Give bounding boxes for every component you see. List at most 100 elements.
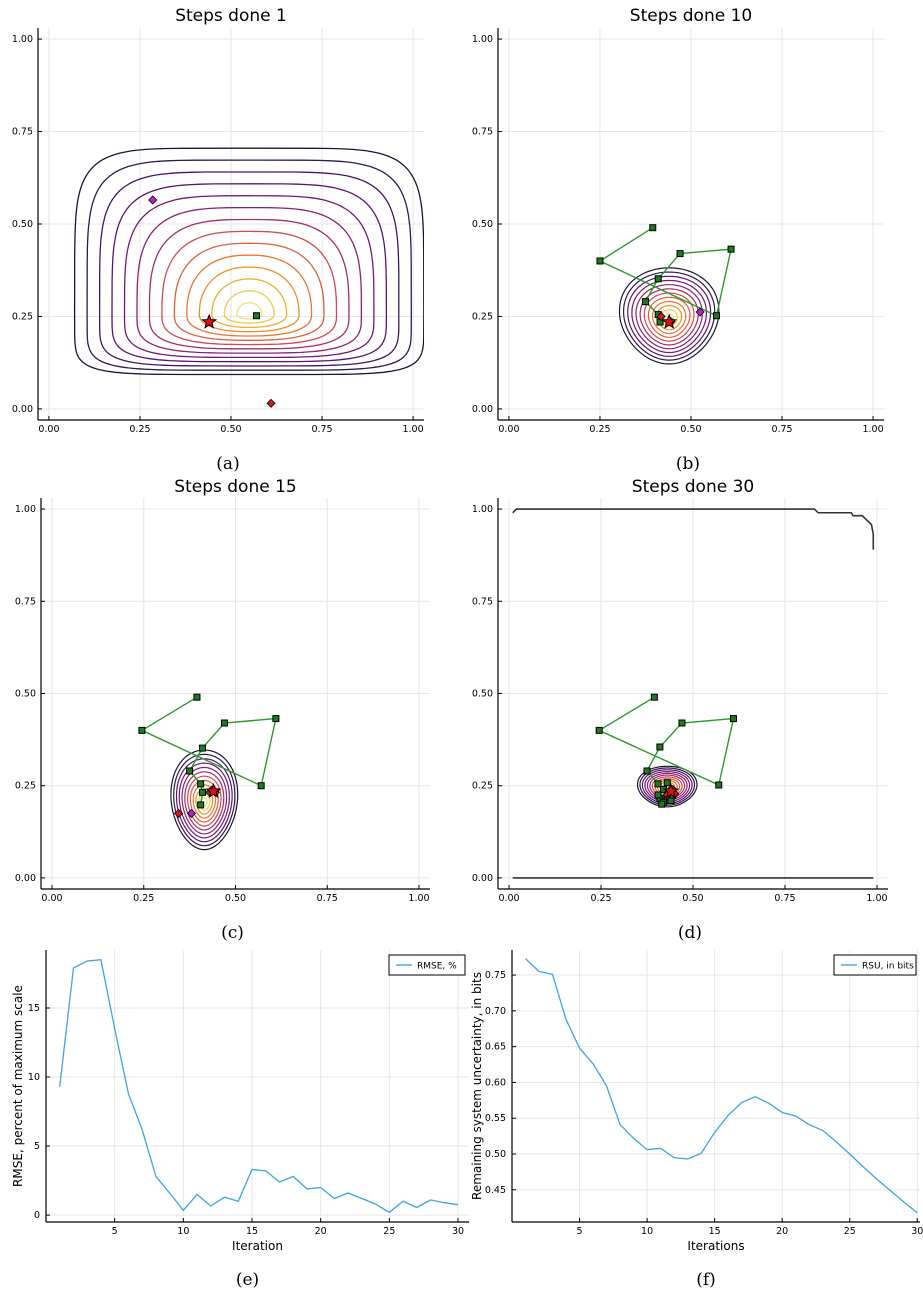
sample-marker xyxy=(650,693,658,701)
contour-line xyxy=(631,279,708,354)
x-tick-label: 1.00 xyxy=(402,424,423,435)
y-tick-label: 0.00 xyxy=(12,404,33,415)
x-tick-label: 5 xyxy=(112,1226,118,1237)
red-diamond-marker xyxy=(656,311,666,322)
sample-marker xyxy=(715,781,723,789)
sample-marker xyxy=(641,298,649,306)
contour-line xyxy=(189,779,219,823)
contour-line xyxy=(651,300,687,335)
sample-path xyxy=(140,696,277,805)
x-axis-label: Iteration xyxy=(232,1239,283,1253)
magenta-diamond-marker xyxy=(186,808,197,818)
y-tick-label: 0.50 xyxy=(12,219,33,230)
contour-line xyxy=(184,771,225,831)
contour-line xyxy=(223,290,275,324)
y-tick-label: 5 xyxy=(34,1141,40,1152)
panel-title: Steps done 10 xyxy=(630,6,752,26)
y-tick-label: 0.50 xyxy=(472,689,493,700)
x-tick-label: 10 xyxy=(177,1226,189,1237)
contour-line xyxy=(173,242,325,341)
contour-line xyxy=(123,195,375,359)
sample-marker xyxy=(712,312,720,320)
y-tick-label: 1.00 xyxy=(12,34,33,45)
contour-line xyxy=(173,753,236,847)
sample-marker xyxy=(596,257,604,265)
y-tick-label: 0.45 xyxy=(485,1185,506,1196)
x-tick-label: 0.75 xyxy=(771,424,792,435)
x-tick-label: 0.25 xyxy=(133,893,154,904)
contour-line xyxy=(148,218,350,350)
y-axis-label: Remaining system uncertainty, in bits xyxy=(470,972,484,1200)
sample-marker xyxy=(197,801,205,809)
panel-title: Steps done 15 xyxy=(174,477,296,497)
contour-group xyxy=(618,267,720,365)
contour-line xyxy=(646,772,688,802)
contour-line xyxy=(656,305,683,331)
x-tick-label: 25 xyxy=(844,1226,856,1237)
panel-c: 0.00 0.25 0.50 0.75 1.00 0.00 0.25 0.50 0.75 1.00… xyxy=(15,477,430,943)
star-marker xyxy=(662,782,679,799)
panel-d: 0.00 0.25 0.50 0.75 1.00 0.00 0.25 0.50 0.75 1.00… xyxy=(472,477,888,943)
x-tick-label: 0.50 xyxy=(682,893,703,904)
contour-line xyxy=(178,762,230,839)
y-tick-label: 0.00 xyxy=(15,873,36,884)
x-tick-label: 1.00 xyxy=(866,893,887,904)
x-tick-label: 30 xyxy=(452,1226,464,1237)
contour-line xyxy=(643,292,695,342)
panel-b: 0.00 0.25 0.50 0.75 1.00 0.00 0.25 0.50 0.75 1.00… xyxy=(472,6,884,474)
x-tick-label: 25 xyxy=(383,1226,395,1237)
y-tick-label: 0.25 xyxy=(15,781,36,792)
x-tick-label: 0.00 xyxy=(498,424,519,435)
series-line xyxy=(59,958,459,1214)
panel-caption: (f) xyxy=(696,1270,716,1290)
sample-marker xyxy=(272,715,280,723)
y-tick-label: 0.00 xyxy=(472,404,493,415)
panel-caption: (c) xyxy=(221,923,244,943)
x-tick-label: 20 xyxy=(315,1226,327,1237)
red-diamond-marker xyxy=(266,398,276,408)
contour-line xyxy=(644,770,691,803)
x-tick-label: 0.25 xyxy=(129,424,150,435)
contour-line xyxy=(86,159,412,371)
x-tick-label: 0.75 xyxy=(317,893,338,904)
contour-line xyxy=(618,267,720,365)
x-tick-label: 0.50 xyxy=(225,893,246,904)
sample-marker xyxy=(654,791,662,799)
x-tick-label: 15 xyxy=(709,1226,721,1237)
contour-group xyxy=(170,749,239,851)
x-tick-label: 0.75 xyxy=(774,893,795,904)
sample-marker xyxy=(663,779,671,787)
y-tick-label: 1.00 xyxy=(472,34,493,45)
contour-group xyxy=(73,147,424,376)
y-tick-label: 1.00 xyxy=(15,504,36,515)
x-tick-label: 5 xyxy=(577,1226,583,1237)
panel-caption: (a) xyxy=(216,454,239,474)
sample-marker xyxy=(654,275,662,283)
x-tick-label: 0.25 xyxy=(590,893,611,904)
legend-label: RSU, in bits xyxy=(862,962,914,972)
y-tick-label: 15 xyxy=(28,1003,40,1014)
sample-marker xyxy=(198,788,206,796)
y-axis-label: RMSE, percent of maximum scale xyxy=(11,985,25,1187)
sample-marker xyxy=(727,245,735,253)
y-tick-label: 0.55 xyxy=(485,1113,506,1124)
x-tick-label: 0.00 xyxy=(498,893,519,904)
contour-line xyxy=(641,769,693,805)
panel-e: 5 10 15 20 25 30 0 5 10 15 Iteration RMSE, percent … xyxy=(11,950,469,1290)
contour-line xyxy=(639,767,696,806)
boundary-top xyxy=(512,508,875,550)
panel-f: 5 10 15 20 25 30 0.45 0.50 0.55 0.60 0.65 0.70 0.75 I… xyxy=(470,950,923,1290)
x-tick-label: 1.00 xyxy=(862,424,883,435)
panel-caption: (d) xyxy=(678,923,702,943)
legend-box xyxy=(388,954,466,976)
sample-marker xyxy=(220,719,228,727)
contour-line xyxy=(161,230,338,346)
contour-line xyxy=(635,284,703,350)
contour-line xyxy=(187,775,222,827)
legend-label: RMSE, % xyxy=(417,962,457,972)
y-tick-label: 0.50 xyxy=(485,1149,506,1160)
x-tick-label: 15 xyxy=(246,1226,258,1237)
y-tick-label: 0.75 xyxy=(472,596,493,607)
sample-marker xyxy=(658,800,666,808)
